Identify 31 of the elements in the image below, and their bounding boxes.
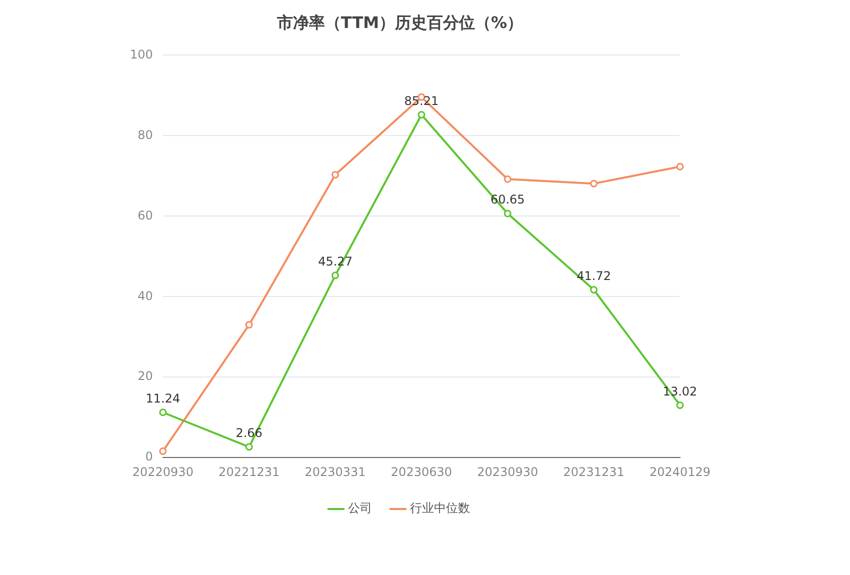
x-tick-label: 20230630	[390, 464, 452, 479]
x-tick-label: 20230331	[304, 464, 366, 479]
x-tick-label: 20240129	[649, 464, 711, 479]
point	[159, 408, 167, 416]
x-tick-label: 20221231	[218, 464, 280, 479]
y-tick-label: 0	[145, 450, 153, 464]
x-tick-label: 20230930	[477, 464, 538, 479]
data-label: 11.24	[146, 391, 180, 406]
y-tick-label: 80	[138, 128, 153, 142]
y-tick-label: 40	[138, 288, 153, 303]
legend-label: 公司	[348, 501, 372, 516]
x-tick-label: 20220930	[132, 464, 194, 479]
chart-title: 市净率（TTM）历史百分位（%）	[276, 12, 524, 32]
point	[245, 443, 253, 451]
legend-label: 行业中位数	[410, 501, 470, 516]
point	[504, 210, 512, 218]
data-label: 41.72	[576, 268, 611, 283]
point	[418, 110, 426, 118]
y-tick-label: 20	[138, 369, 153, 384]
point	[590, 180, 598, 188]
point	[332, 170, 340, 178]
y-tick-label: 60	[138, 208, 153, 222]
point	[245, 321, 253, 329]
point	[504, 175, 512, 183]
y-tick-label: 100	[130, 47, 153, 62]
point	[159, 447, 167, 455]
x-tick-label: 20231231	[563, 464, 624, 479]
point	[676, 401, 684, 409]
point	[676, 162, 684, 170]
point	[332, 272, 340, 280]
point	[590, 286, 598, 294]
